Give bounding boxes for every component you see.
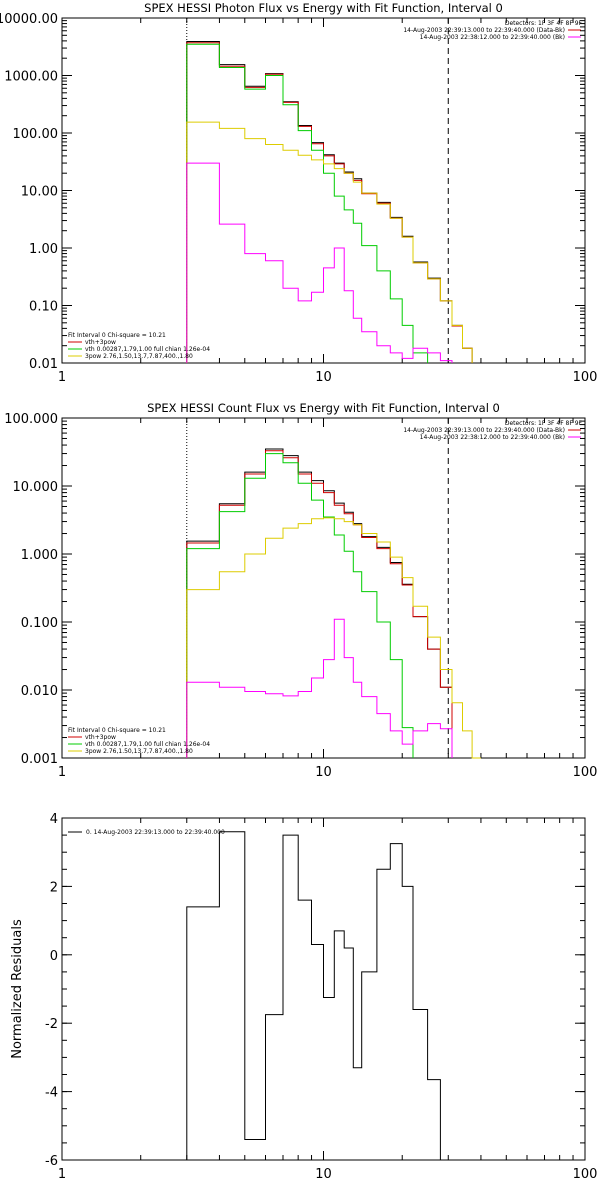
y-tick-label: 0.001 (21, 752, 58, 767)
y-tick-label: 1.000 (21, 548, 58, 563)
y-tick-label: 10.000 (13, 480, 59, 495)
fit-info-text: vth 0.00287,1.79,1.00 full chian 1.26e-0… (85, 741, 210, 748)
chart-title: SPEX HESSI Count Flux vs Energy with Fit… (147, 401, 500, 415)
panel-1: SPEX HESSI Photon Flux vs Energy with Fi… (0, 1, 597, 385)
header-text: Detectors: 1F 3F 4F 8F 9F (505, 20, 583, 27)
fit-info-text: vth+3pow (85, 339, 116, 346)
fit-info-text: 3pow 2.76,1.50,13.7,7.87,400.,1.80 (85, 748, 193, 755)
x-tick-label: 1 (58, 765, 66, 780)
series-5-step-line (186, 162, 453, 363)
fit-info-text: vth 0.00287,1.79,1.00 full chian 1.26e-0… (85, 346, 210, 353)
y-tick-label: 100.000 (4, 412, 58, 427)
y-tick-label: 0.100 (21, 616, 58, 631)
header-text: 14-Aug-2003 22:38:12.000 to 22:39:40.000… (420, 434, 565, 441)
x-tick-label: 10 (315, 1167, 332, 1182)
series-4-step-line (186, 517, 481, 759)
y-tick-label: 0.10 (29, 300, 58, 315)
header-text: 14-Aug-2003 22:39:13.000 to 22:39:40.000… (403, 27, 565, 34)
x-tick-label: 10 (315, 765, 332, 780)
y-tick-label: 0 (50, 949, 58, 964)
panel-3: 1 10 100 -6 -4 -2 0 2 4 Normalized Residuals 0. 14… (10, 812, 597, 1182)
x-tick-label: 1 (58, 1167, 66, 1182)
x-tick-label: 1 (58, 370, 66, 385)
y-tick-label: 10000.00 (0, 12, 58, 27)
series-3-step-line (186, 43, 429, 363)
x-tick-label: 100 (573, 1167, 598, 1182)
y-tick-label: -6 (45, 1154, 58, 1169)
header-text: 14-Aug-2003 22:39:13.000 to 22:39:40.000… (403, 427, 565, 434)
x-tick-label: 10 (315, 370, 332, 385)
chart-title: SPEX HESSI Photon Flux vs Energy with Fi… (144, 1, 503, 15)
y-tick-label: 10.00 (21, 185, 58, 200)
y-tick-label: 0.010 (21, 684, 58, 699)
y-tick-label: 4 (50, 812, 58, 827)
fit-info-text: Fit Interval 0 Chi-square = 10.21 (68, 332, 166, 339)
series-5-step-line (186, 618, 453, 758)
fit-info-text: vth+3pow (85, 734, 116, 741)
series-1-step-line (186, 41, 473, 363)
y-tick-label: 2 (50, 880, 58, 895)
x-tick-label: 100 (573, 370, 598, 385)
y-tick-label: 100.00 (13, 127, 59, 142)
series-4-step-line (186, 121, 473, 363)
header-text: 14-Aug-2003 22:38:12.000 to 22:39:40.000… (420, 34, 565, 41)
panel-2: SPEX HESSI Count Flux vs Energy with Fit… (4, 401, 597, 780)
x-tick-label: 100 (573, 765, 598, 780)
y-axis-label: Normalized Residuals (10, 919, 25, 1059)
y-tick-label: 1.00 (29, 242, 58, 257)
series-1-step-line (186, 448, 453, 758)
series-1-step-line (186, 831, 452, 1161)
fit-info-text: Fit Interval 0 Chi-square = 10.21 (68, 727, 166, 734)
series-2-step-line (186, 42, 473, 363)
legend-label: 0. 14-Aug-2003 22:39:13.000 to 22:39:40.… (86, 829, 225, 836)
y-tick-label: 0.01 (29, 357, 58, 372)
series-2-step-line (186, 450, 453, 758)
y-tick-label: -4 (45, 1086, 58, 1101)
fit-info-text: 3pow 2.76,1.50,13.7,7.87,400.,1.80 (85, 353, 193, 360)
y-tick-label: -2 (45, 1017, 58, 1032)
header-text: Detectors: 1F 3F 4F 8F 9F (505, 420, 583, 427)
plot-frame (61, 17, 586, 364)
series-3-step-line (186, 453, 414, 758)
y-tick-label: 1000.00 (4, 70, 58, 85)
plot-frame (61, 417, 586, 759)
